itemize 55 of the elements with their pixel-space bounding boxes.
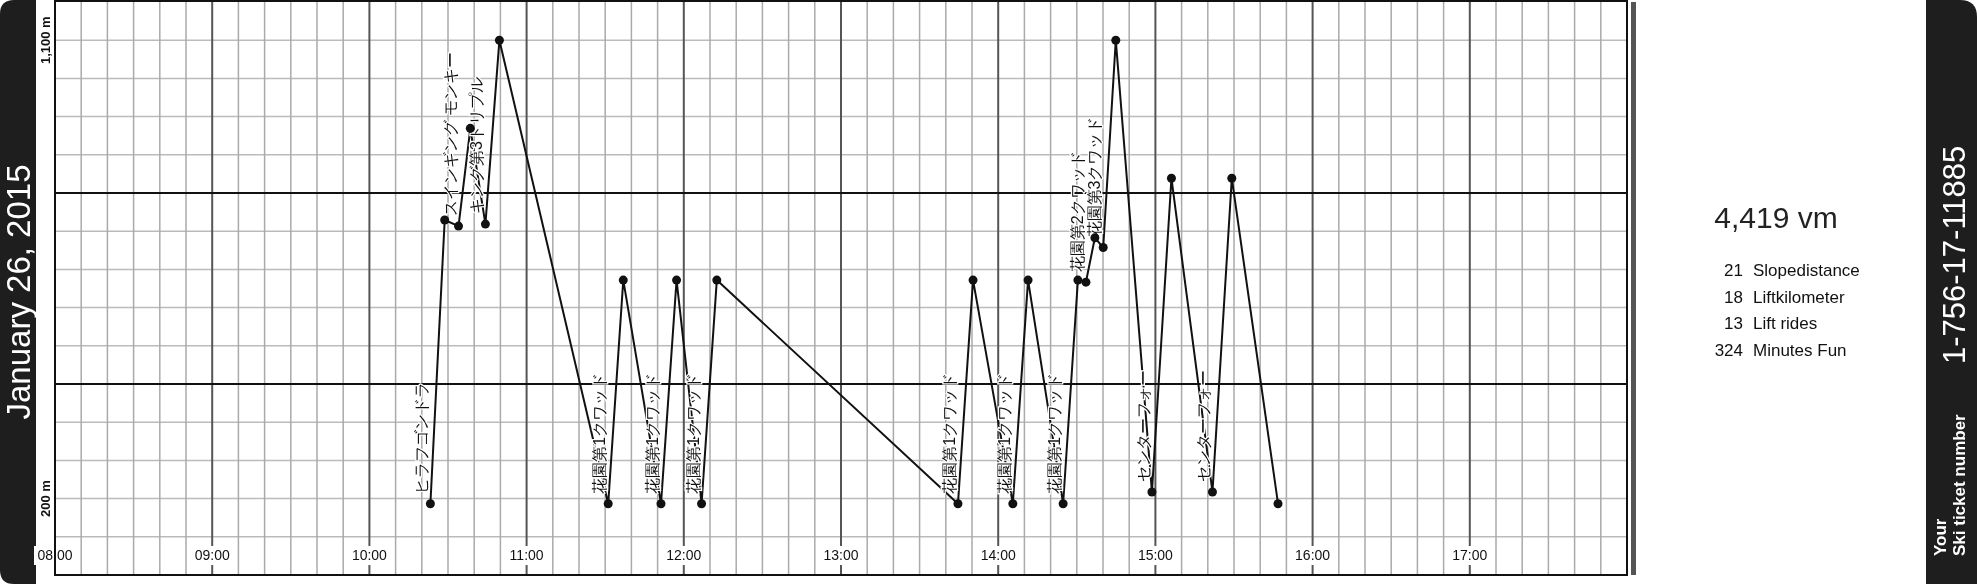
x-tick-label: 09:00	[194, 547, 230, 563]
point	[494, 35, 504, 45]
annotation: ヒラフゴンドラ	[413, 381, 431, 494]
x-tick-label: 13:00	[823, 547, 859, 563]
point	[454, 221, 464, 231]
text: 13 Lift rides	[1724, 314, 1818, 333]
point	[1081, 277, 1091, 287]
point	[1023, 275, 1033, 285]
annotation: 花園第1クワッド	[591, 372, 609, 494]
text: 4,419 vm	[1714, 201, 1838, 234]
point	[480, 219, 490, 229]
y-tick-label: 200 m	[38, 480, 53, 518]
text: 21 Slopedistance	[1724, 261, 1860, 280]
point	[425, 499, 435, 509]
x-tick-label: 16:00	[1295, 547, 1331, 563]
point	[1147, 487, 1157, 497]
annotation: 花園第1クワッド	[684, 372, 702, 494]
annotation: 花園第2クワッド	[1068, 151, 1086, 273]
y-tick-label: 1,100 m	[38, 16, 53, 65]
point	[1227, 173, 1237, 183]
point	[953, 499, 963, 509]
point	[1207, 487, 1217, 497]
x-tick-label: 12:00	[666, 547, 702, 563]
point	[1273, 499, 1283, 509]
point	[1008, 499, 1018, 509]
text: 1-756-17-11885	[1937, 145, 1972, 364]
annotation: 花園第1クワッド	[644, 372, 662, 494]
text: 324 Minutes Fun	[1714, 340, 1847, 360]
point	[618, 275, 628, 285]
point	[1098, 243, 1108, 252]
annotation: 花園第1クワッド	[995, 372, 1013, 494]
annotation: 花園第3クワッド	[1086, 116, 1104, 238]
annotation: スインギング モンキー	[441, 51, 459, 217]
point	[697, 499, 707, 509]
point	[1073, 275, 1083, 285]
point	[968, 275, 978, 285]
point	[603, 499, 613, 509]
annotation: センターフォー	[1134, 369, 1152, 482]
point	[440, 215, 450, 225]
point	[656, 499, 666, 509]
text: 18 Liftkilometer	[1724, 287, 1845, 307]
annotation: 花園第1クワッド	[1046, 372, 1064, 494]
point	[672, 275, 682, 285]
x-tick-label: 17:00	[1452, 547, 1488, 563]
x-tick-label: 15:00	[1137, 547, 1174, 563]
x-tick-label: 11:00	[509, 547, 544, 563]
annotation: 花園第1クワッド	[940, 372, 958, 494]
x-tick-label: 14:00	[980, 547, 1016, 563]
point	[1166, 173, 1176, 183]
point	[1058, 499, 1068, 509]
point	[712, 275, 722, 285]
x-tick-label: 10:00	[351, 547, 388, 563]
point	[1111, 35, 1121, 45]
text: Your Ski ticket number	[1931, 413, 1969, 556]
text: January 26, 2015	[0, 164, 37, 420]
